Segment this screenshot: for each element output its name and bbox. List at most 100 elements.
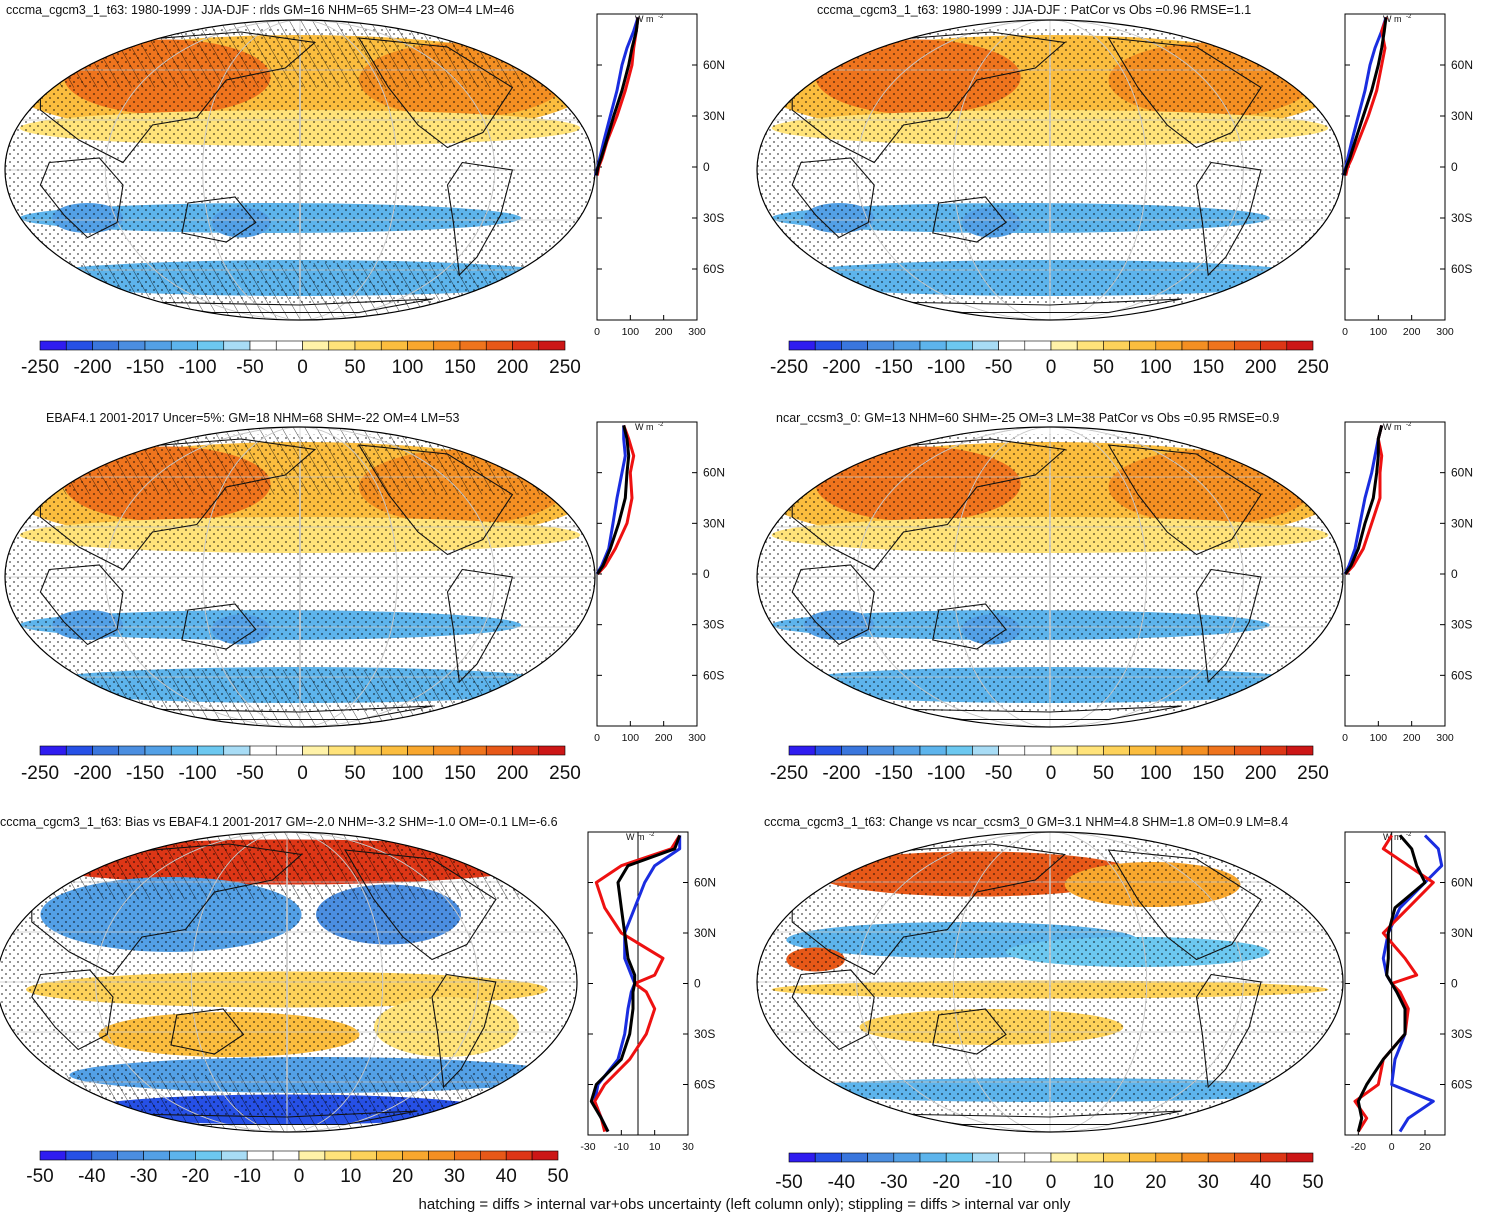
coastline — [791, 843, 1066, 976]
zonal-frame — [596, 421, 698, 727]
colorbar-tick-label: 50 — [1302, 1172, 1323, 1193]
coastline — [791, 31, 1066, 164]
zonal-x-label: 300 — [1436, 732, 1454, 744]
colorbar-swatch — [1103, 745, 1130, 756]
coastline — [170, 1008, 245, 1055]
colorbar-swatch — [919, 1152, 947, 1163]
graticule-meridian — [95, 832, 479, 1132]
colorbar-tick-label: -150 — [875, 357, 913, 378]
colorbar-swatch — [945, 745, 973, 756]
colorbar-tick-label: -30 — [880, 1172, 907, 1193]
colorbar-swatch — [1207, 745, 1235, 756]
colorbar-swatch — [919, 340, 947, 351]
colorbar-swatch — [538, 340, 566, 351]
colorbar-swatch — [169, 1150, 196, 1161]
colorbar-swatch — [354, 340, 382, 351]
zonal-series-obs — [1356, 834, 1427, 1132]
hatching-overlay — [5, 263, 595, 320]
coastline — [1107, 444, 1262, 556]
colorbar: -250 -200 -150 -100 -50 0 50 100 150 200 250 — [21, 745, 581, 784]
colorbar-swatch — [65, 340, 93, 351]
colorbar-swatch — [485, 340, 513, 351]
graticule-meridian — [202, 20, 398, 320]
colorbar-swatch — [1234, 745, 1261, 756]
zonal-x-label: 0 — [1342, 732, 1348, 744]
map — [757, 20, 1343, 320]
panel-panel-other-model: ncar_ccsm3_0: GM=13 NHM=60 SHM=-25 OM=3 … — [756, 411, 1473, 784]
coastline — [181, 196, 257, 243]
colorbar: -50 -40 -30 -20 -10 0 10 20 30 40 50 — [26, 1150, 569, 1187]
panel-title: cccma_cgcm3_1_t63: 1980-1999 : JJA-DJF :… — [6, 3, 514, 17]
zonal-lat-label: 0 — [694, 977, 701, 991]
colorbar-tick-label: -20 — [182, 1166, 209, 1187]
footer-note: hatching = diffs > internal var+obs unce… — [418, 1196, 1071, 1213]
colorbar-swatch — [302, 340, 330, 351]
colorbar-swatch — [867, 1152, 895, 1163]
colorbar-swatch — [1076, 1152, 1104, 1163]
zonal-lat-label: 0 — [1451, 567, 1458, 581]
coastline — [31, 843, 303, 976]
map — [757, 427, 1343, 727]
colorbar-tick-label: -50 — [985, 763, 1012, 784]
colorbar-swatch — [998, 340, 1026, 351]
colorbar-swatch — [893, 340, 921, 351]
coastline — [791, 564, 875, 646]
colorbar-swatch — [118, 745, 146, 756]
colorbar-swatch — [841, 745, 868, 756]
panel-title: cccma_cgcm3_1_t63: Bias vs EBAF4.1 2001-… — [0, 815, 558, 829]
colorbar-swatch — [433, 745, 461, 756]
colorbar-tick-label: -250 — [21, 763, 59, 784]
colorbar-swatch — [512, 340, 540, 351]
zonal-x-label: 0 — [594, 326, 600, 338]
colorbar-swatch — [197, 745, 225, 756]
colorbar-tick-label: -50 — [26, 1166, 53, 1187]
colorbar-swatch — [1024, 1152, 1052, 1163]
zonal-x-label: 100 — [622, 326, 640, 338]
colorbar-tick-label: 150 — [444, 763, 476, 784]
coastline — [1107, 37, 1262, 149]
map-border — [756, 426, 1344, 728]
colorbar-swatch — [302, 745, 330, 756]
colorbar-swatch — [144, 340, 172, 351]
colorbar-tick-label: -150 — [126, 763, 164, 784]
colorbar-swatch — [380, 340, 408, 351]
colorbar-swatch — [350, 1150, 377, 1161]
colorbar-swatch — [479, 1150, 507, 1161]
colorbar-swatch — [1286, 340, 1314, 351]
coastline — [791, 157, 875, 239]
zonal-x-label: 100 — [1370, 326, 1388, 338]
colorbar-swatch — [972, 340, 999, 351]
zonal-frame — [1344, 13, 1446, 321]
coastline — [357, 444, 514, 556]
colorbar-swatch — [433, 340, 461, 351]
colorbar-tick-label: -100 — [927, 763, 965, 784]
colorbar-swatch — [223, 745, 251, 756]
colorbar-tick-label: -40 — [828, 1172, 855, 1193]
zonal-x-label: 100 — [1370, 732, 1388, 744]
colorbar-swatch — [814, 340, 842, 351]
colorbar-swatch — [328, 745, 356, 756]
zonal-x-label: 200 — [1403, 326, 1421, 338]
colorbar-tick-label: 0 — [297, 357, 308, 378]
colorbar-swatch — [1103, 340, 1130, 351]
zonal-mean-plot: W m -2 60N 30N 0 30S 60S 0 100 200 300 — [594, 421, 725, 744]
colorbar-swatch — [1103, 1152, 1130, 1163]
colorbar-swatch — [298, 1150, 326, 1161]
colorbar-tick-label: 250 — [1297, 357, 1329, 378]
colorbar-tick-label: 0 — [1046, 1172, 1057, 1193]
colorbar-tick-label: 50 — [344, 763, 365, 784]
graticule-meridian — [104, 427, 496, 727]
colorbar-tick-label: 150 — [444, 357, 476, 378]
zonal-units-exponent: -2 — [649, 832, 655, 838]
zonal-units-label: W m — [635, 422, 654, 432]
colorbar-swatch — [272, 1150, 300, 1161]
colorbar-swatch — [376, 1150, 403, 1161]
map — [5, 20, 595, 320]
colorbar-tick-label: 10 — [1093, 1172, 1114, 1193]
colorbar-swatch — [1181, 745, 1209, 756]
zonal-x-label: -20 — [1351, 1141, 1366, 1153]
map-border — [4, 19, 596, 321]
colorbar-swatch — [144, 745, 172, 756]
panel-title: EBAF4.1 2001-2017 Uncer=5%: GM=18 NHM=68… — [46, 411, 459, 425]
colorbar-tick-label: 200 — [497, 763, 529, 784]
